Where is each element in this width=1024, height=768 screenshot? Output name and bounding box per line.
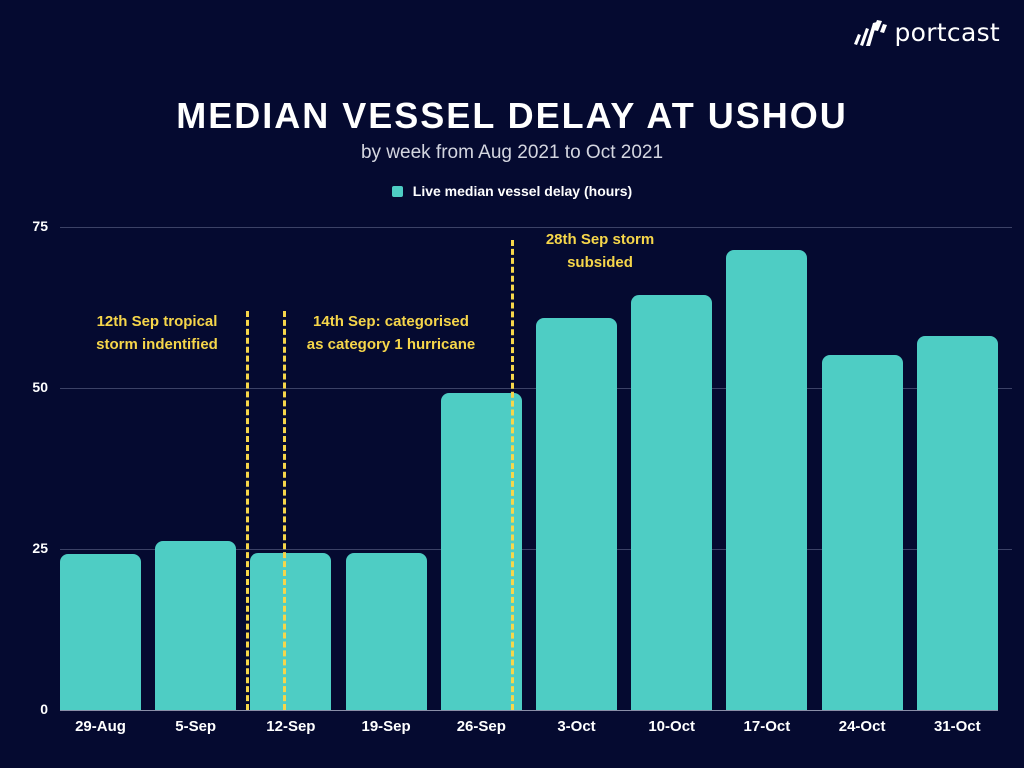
annotation-line-text: 28th Sep storm xyxy=(545,231,655,248)
x-tick-label: 26-Sep xyxy=(456,718,506,735)
y-tick-label: 25 xyxy=(32,540,48,556)
bar-29-Aug xyxy=(60,554,141,710)
bar-3-Oct xyxy=(536,317,617,710)
bar-24-Oct xyxy=(821,355,903,710)
portcast-logo-icon xyxy=(854,19,888,46)
x-tick-label: 29-Aug xyxy=(75,718,126,735)
y-tick-label: 50 xyxy=(32,379,48,395)
annotation-line-text: subsided xyxy=(567,254,633,271)
bar-5-Sep xyxy=(155,540,237,710)
bar-10-Oct xyxy=(631,294,713,710)
bar-26-Sep xyxy=(440,393,522,710)
portcast-logo: portcast xyxy=(852,18,1000,47)
x-tick-label: 17-Oct xyxy=(743,718,791,735)
annotation-line-2 xyxy=(283,311,286,710)
x-tick-label: 3-Oct xyxy=(557,718,596,735)
chart-legend: Live median vessel delay (hours) xyxy=(0,183,1024,199)
y-tick-label: 0 xyxy=(40,701,48,717)
x-axis-line xyxy=(60,710,998,711)
x-tick-label: 10-Oct xyxy=(648,718,696,735)
legend-label: Live median vessel delay (hours) xyxy=(412,183,633,199)
bar-31-Oct xyxy=(916,336,998,710)
gridline xyxy=(60,227,1012,228)
annotation-text-3: 28th Sep storm subsided xyxy=(518,228,682,274)
x-tick-label: 19-Sep xyxy=(361,718,411,735)
annotation-line-text: 14th Sep: categorised xyxy=(313,313,469,330)
x-tick-label: 5-Sep xyxy=(175,718,217,735)
x-tick-label: 24-Oct xyxy=(838,718,886,735)
annotation-text-2: 14th Sep: categorised as category 1 hurri… xyxy=(288,310,494,356)
bar-17-Oct xyxy=(726,249,808,710)
legend-swatch xyxy=(391,185,403,197)
annotation-line-text: as category 1 hurricane xyxy=(306,336,476,353)
bar-12-Sep xyxy=(250,552,332,710)
annotation-line-text: 12th Sep tropical xyxy=(96,313,218,330)
bar-19-Sep xyxy=(345,552,427,710)
annotation-line-text: storm indentified xyxy=(96,336,218,353)
x-tick-label: 31-Oct xyxy=(933,718,981,735)
y-tick-label: 75 xyxy=(32,218,48,234)
chart-title: MEDIAN VESSEL DELAY AT USHOU xyxy=(176,95,848,136)
x-tick-label: 12-Sep xyxy=(266,718,316,735)
logo-text: portcast xyxy=(894,18,1000,47)
annotation-line-1 xyxy=(246,311,249,710)
chart-subtitle: by week from Aug 2021 to Oct 2021 xyxy=(360,142,664,163)
annotation-text-1: 12th Sep tropical storm indentified xyxy=(72,310,242,356)
annotation-line-3 xyxy=(511,240,514,710)
